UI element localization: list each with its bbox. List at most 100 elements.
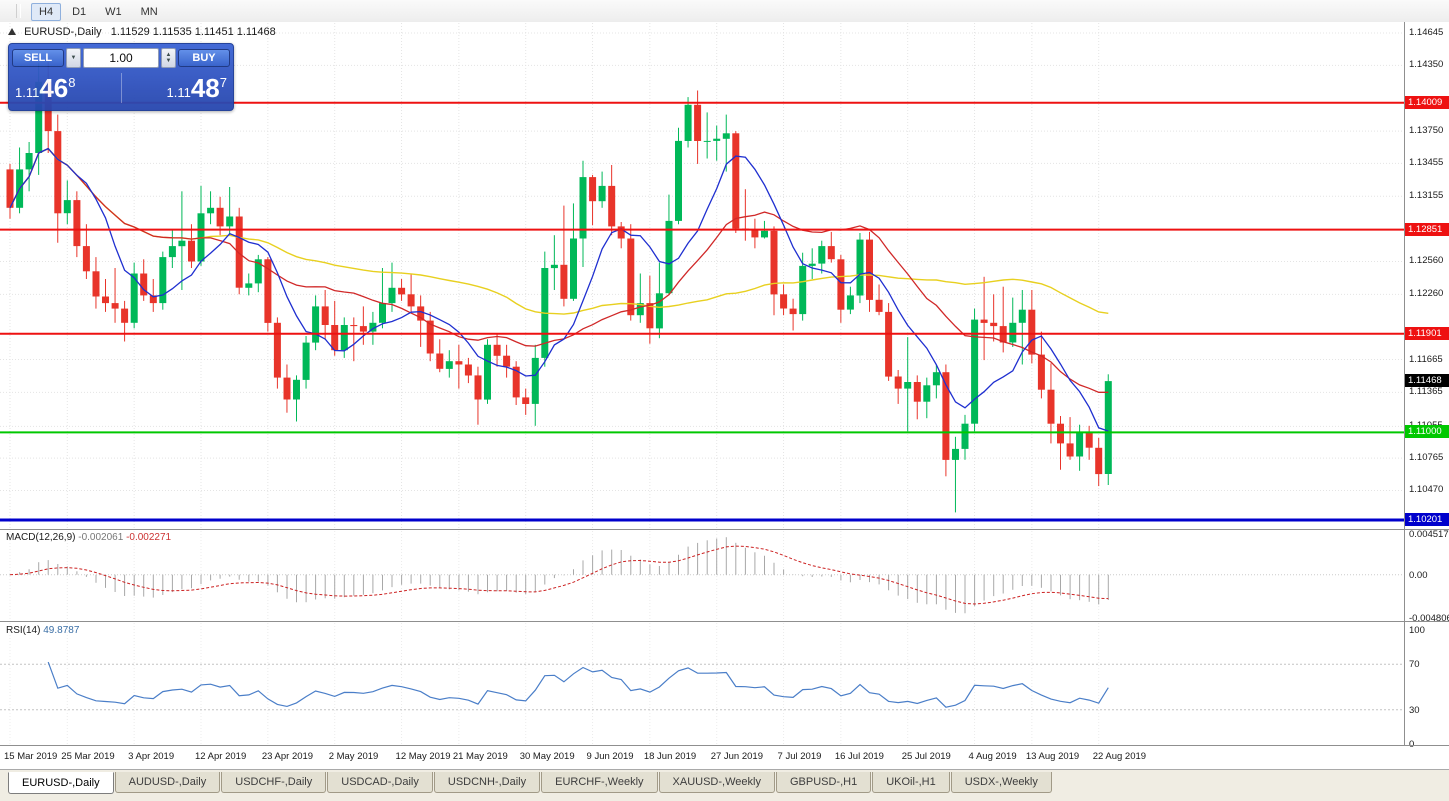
sell-price[interactable]: 1.11468 — [9, 73, 121, 104]
date-label: 27 Jun 2019 — [710, 751, 763, 762]
timeframe-button-w1[interactable]: W1 — [97, 3, 130, 21]
macd-signal-value: -0.002271 — [126, 532, 172, 543]
volume-input[interactable] — [83, 47, 159, 68]
ohlc-values: 1.11529 1.11535 1.11451 1.11468 — [110, 26, 276, 38]
symbol-tab-bar: EURUSD-,Daily AUDUSD-,Daily USDCHF-,Daily U… — [0, 769, 1449, 801]
date-label: 13 Aug 2019 — [1025, 751, 1080, 762]
level-badge[interactable]: 1.11000 — [1405, 425, 1449, 439]
price-tick: 1.12560 — [1409, 255, 1444, 267]
level-badge[interactable]: 1.11901 — [1405, 326, 1449, 340]
chart-tab[interactable]: XAUUSD-,Weekly — [658, 772, 775, 793]
buy-price-pip: 7 — [219, 74, 227, 90]
macd-signal-line — [9, 545, 1109, 605]
date-label: 18 Jun 2019 — [643, 751, 697, 762]
chart-tab[interactable]: USDCAD-,Daily — [327, 772, 433, 793]
price-tick: 1.10470 — [1409, 484, 1444, 496]
price-tick: 1.13455 — [1409, 157, 1444, 169]
date-label: 12 Apr 2019 — [195, 751, 247, 762]
timeframe-buttons: H4 D1 W1 MN — [31, 2, 169, 21]
volume-dropdown-button[interactable]: ▼ — [66, 47, 81, 68]
price-tick: 1.11365 — [1409, 386, 1443, 398]
rsi-axis-tick: 70 — [1409, 659, 1420, 671]
buy-price-prefix: 1.11 — [166, 84, 191, 100]
rsi-axis-tick: 100 — [1409, 625, 1425, 636]
chart-tab[interactable]: AUDUSD-,Daily — [114, 772, 221, 793]
rsi-canvas[interactable] — [0, 622, 1404, 746]
toolbar-grip[interactable] — [16, 4, 21, 18]
buy-price-big: 48 — [190, 72, 220, 103]
panel-separator — [0, 745, 1449, 746]
chart-tab[interactable]: UKOil-,H1 — [872, 772, 950, 793]
chart-tab[interactable]: EURCHF-,Weekly — [541, 772, 658, 793]
macd-canvas[interactable] — [0, 530, 1404, 622]
date-label: 12 May 2019 — [395, 751, 451, 762]
macd-main-value: -0.002061 — [78, 532, 124, 543]
rsi-value: 49.8787 — [43, 625, 80, 636]
date-label: 7 Jul 2019 — [777, 751, 822, 762]
timeframe-button-h4[interactable]: H4 — [31, 2, 62, 21]
date-label: 22 Aug 2019 — [1092, 751, 1147, 762]
level-badge[interactable]: 1.10201 — [1405, 512, 1449, 526]
buy-button[interactable]: BUY — [178, 48, 230, 67]
rsi-axis-tick: 0 — [1409, 739, 1414, 750]
ma-slow-line[interactable] — [9, 147, 1109, 315]
date-label: 30 May 2019 — [519, 751, 575, 762]
chart-tab[interactable]: EURUSD-,Daily — [8, 772, 114, 794]
current-price-badge: 1.11468 — [1405, 374, 1449, 388]
price-tick: 1.13155 — [1409, 190, 1444, 202]
date-label: 23 Apr 2019 — [261, 751, 314, 762]
price-tick: 1.10765 — [1409, 452, 1444, 464]
chart-icon — [8, 28, 16, 35]
price-tick: 1.13750 — [1409, 125, 1444, 137]
rsi-line — [47, 661, 1109, 708]
date-label: 16 Jul 2019 — [834, 751, 884, 762]
macd-label: MACD(12,26,9) -0.002061 -0.002271 — [6, 532, 171, 543]
date-label: 9 Jun 2019 — [586, 751, 634, 762]
ma-mid-line[interactable] — [9, 147, 1109, 393]
price-tick: 1.11665 — [1409, 353, 1443, 365]
date-label: 25 Jul 2019 — [901, 751, 951, 762]
chart-title: EURUSD-,Daily 1.11529 1.11535 1.11451 1.… — [8, 26, 276, 38]
ma-fast-line[interactable] — [9, 147, 1109, 432]
date-label: 25 Mar 2019 — [61, 751, 115, 762]
timeframe-toolbar: H4 D1 W1 MN — [0, 0, 1449, 23]
chart-tab[interactable]: USDX-,Weekly — [950, 772, 1052, 793]
volume-spinner[interactable]: ▲ ▼ — [161, 47, 176, 68]
price-tick: 1.12260 — [1409, 288, 1444, 300]
price-tick: 1.14645 — [1409, 27, 1444, 38]
price-tick: 1.14350 — [1409, 59, 1444, 71]
sell-price-big: 46 — [39, 72, 69, 103]
macd-axis-tick: -0.004806 — [1409, 613, 1449, 624]
chart-tab[interactable]: USDCNH-,Daily — [433, 772, 541, 793]
buy-price[interactable]: 1.11487 — [122, 73, 234, 104]
rsi-axis-tick: 30 — [1409, 704, 1420, 716]
sell-button[interactable]: SELL — [12, 48, 64, 67]
date-label: 21 May 2019 — [452, 751, 508, 762]
rsi-label: RSI(14) 49.8787 — [6, 625, 79, 636]
price-divider — [120, 73, 122, 103]
chart-window — [0, 22, 1449, 769]
macd-axis-tick: 0.004517 — [1409, 529, 1449, 540]
date-label: 4 Aug 2019 — [968, 751, 1017, 762]
chart-symbol-label: EURUSD-,Daily — [24, 26, 102, 38]
date-label: 2 May 2019 — [328, 751, 379, 762]
price-chart-canvas[interactable] — [0, 22, 1404, 530]
sell-price-prefix: 1.11 — [15, 84, 40, 100]
macd-histogram — [19, 537, 1109, 614]
timeframe-button-d1[interactable]: D1 — [64, 3, 94, 21]
chart-tab[interactable]: GBPUSD-,H1 — [775, 772, 872, 793]
rsi-name: RSI(14) — [6, 625, 41, 636]
date-label: 15 Mar 2019 — [4, 751, 58, 762]
level-badge[interactable]: 1.14009 — [1405, 95, 1449, 109]
candles-layer — [6, 62, 1112, 513]
date-label: 3 Apr 2019 — [128, 751, 175, 762]
one-click-trading-panel: SELL ▼ ▲▼ BUY 1.11468 1.11487 — [8, 43, 234, 111]
macd-axis-tick: 0.00 — [1409, 569, 1428, 581]
panel-separator[interactable] — [0, 529, 1449, 530]
level-badge[interactable]: 1.12851 — [1405, 222, 1449, 236]
macd-name: MACD(12,26,9) — [6, 532, 76, 543]
panel-separator[interactable] — [0, 621, 1449, 622]
timeframe-button-mn[interactable]: MN — [133, 3, 166, 21]
date-axis[interactable]: 15 Mar 2019 25 Mar 2019 3 Apr 2019 12 Apr 2… — [0, 746, 1404, 769]
chart-tab[interactable]: USDCHF-,Daily — [221, 772, 327, 793]
